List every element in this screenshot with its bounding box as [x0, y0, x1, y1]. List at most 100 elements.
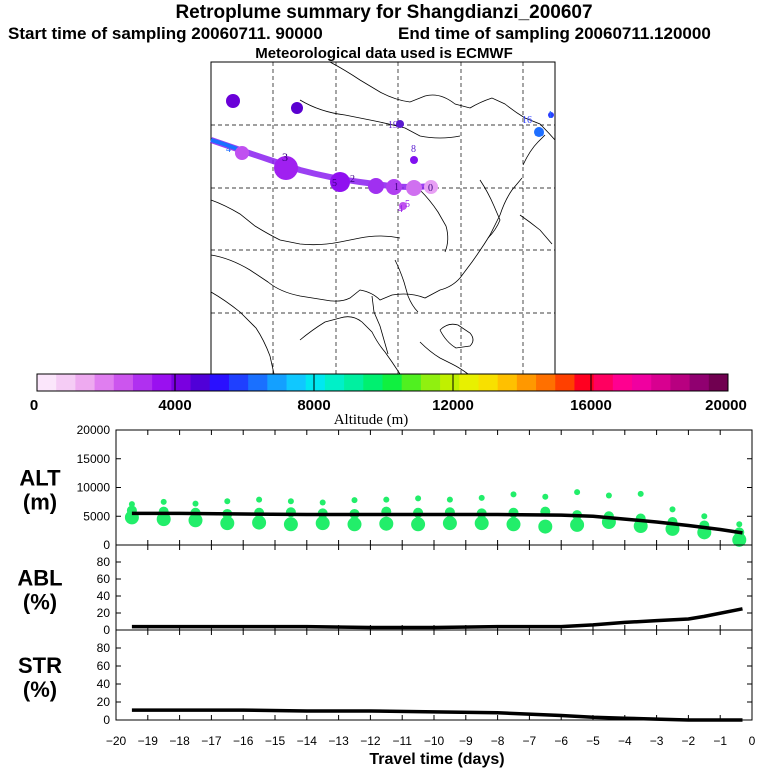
data-point: [442, 516, 457, 531]
panel-abl: 0 20 40 60 80 ABL(%): [17, 544, 753, 637]
colorbar-swatch: [651, 374, 671, 391]
panel-str: 0 20 40 60 80 STR(%): [18, 629, 753, 727]
data-point: [287, 498, 294, 505]
mean-line: [131, 511, 743, 535]
x-tick-label: −12: [360, 734, 381, 748]
data-point: [538, 519, 553, 534]
x-tick-label: −16: [233, 734, 254, 748]
panel-frame: [115, 429, 753, 546]
colorbar-swatch: [75, 374, 96, 391]
x-tick-label: −20: [106, 734, 127, 748]
panel-frame: [115, 629, 753, 721]
x-tick-label: −15: [265, 734, 286, 748]
map-label: 5: [332, 178, 337, 189]
y-axis-unit: (m): [23, 490, 57, 515]
colorbar-swatch: [152, 374, 172, 391]
colorbar-swatch: [382, 374, 403, 391]
mean-line: [131, 708, 743, 722]
panel-frame: [115, 544, 753, 631]
colorbar-swatch: [344, 374, 364, 391]
data-point: [379, 516, 394, 531]
x-tick-label: −14: [297, 734, 318, 748]
map-label: 2: [350, 174, 355, 185]
y-tick-label: 40: [97, 589, 111, 603]
x-axis-label: Travel time (days): [369, 751, 504, 768]
data-point: [283, 517, 298, 532]
colorbar-tick: 4000: [158, 397, 191, 414]
colorbar-swatch: [56, 374, 76, 391]
data-point: [637, 490, 644, 497]
met-data-label: Meteorological data used is ECMWF: [255, 45, 513, 62]
colorbar-swatch: [516, 374, 537, 391]
y-tick-label: 0: [103, 713, 110, 727]
x-tick-label: −17: [201, 734, 222, 748]
chart-title: Retroplume summary for Shangdianzi_20060…: [175, 2, 593, 23]
data-point: [224, 498, 231, 505]
data-point: [252, 515, 267, 530]
data-point: [510, 491, 517, 498]
data-point: [732, 532, 747, 547]
colorbar-tick: 0: [30, 397, 38, 414]
colorbar-swatch: [363, 374, 383, 391]
trajectory-map: 1 16 16 19 8 3 4 5 2 1 0 4 5: [210, 61, 556, 375]
data-point: [542, 493, 549, 500]
data-point: [192, 500, 199, 507]
cluster-marker: [330, 172, 350, 192]
y-tick-label: 80: [97, 641, 111, 655]
colorbar-swatch: [324, 374, 345, 391]
colorbar-swatch: [555, 374, 575, 391]
altitude-colorbar: [36, 373, 729, 392]
colorbar-swatch: [420, 374, 441, 391]
data-point: [315, 516, 330, 531]
colorbar-swatch: [94, 374, 115, 391]
x-tick-label: −6: [554, 734, 568, 748]
colorbar-swatch: [248, 374, 268, 391]
data-point: [669, 506, 676, 513]
colorbar-swatch: [536, 374, 556, 391]
cluster-marker: [534, 127, 544, 137]
x-tick-label: −1: [713, 734, 727, 748]
cluster-marker: [235, 146, 249, 160]
colorbar-swatch: [478, 374, 499, 391]
data-point: [319, 499, 326, 506]
colorbar-swatch: [708, 374, 729, 391]
colorbar-frame: [36, 373, 729, 392]
x-tick-label: −9: [459, 734, 473, 748]
y-tick-label: 60: [97, 572, 111, 586]
colorbar-swatch: [228, 374, 249, 391]
cluster-marker: [368, 178, 384, 194]
data-point: [347, 517, 362, 532]
data-point: [605, 492, 612, 499]
y-tick-label: 0: [103, 538, 110, 552]
x-tick-label: 0: [749, 734, 756, 748]
x-axis: −20 −19 −18 −17 −16 −15 −14 −13 −12 −11 −10 −9 −8 −7−…: [106, 734, 756, 748]
coastlines: [210, 61, 556, 375]
map-label: 16: [522, 115, 532, 126]
data-point: [574, 489, 581, 496]
colorbar-swatch: [267, 374, 288, 391]
y-tick-label: 60: [97, 659, 111, 673]
colorbar-swatch: [574, 374, 595, 391]
cluster-marker: [410, 156, 418, 164]
colorbar-swatch: [440, 374, 460, 391]
panels: 05000100001500020000ALT(m)020406080ABL(%…: [17, 423, 753, 727]
colorbar-ticks: 0 4000 8000 12000 16000 20000: [30, 397, 747, 414]
data-point: [446, 496, 453, 503]
data-point: [220, 516, 235, 531]
colorbar-swatch: [632, 374, 652, 391]
data-point: [474, 516, 489, 531]
colorbar-swatch: [286, 374, 307, 391]
data-point: [188, 513, 203, 528]
y-axis-title: ABL: [17, 566, 62, 591]
y-tick-label: 80: [97, 555, 111, 569]
colorbar-swatch: [593, 374, 614, 391]
data-point: [256, 496, 263, 503]
cluster-marker: [274, 156, 298, 180]
map-label: 1: [394, 182, 399, 193]
mean-line: [131, 607, 743, 630]
y-tick-label: 40: [97, 677, 111, 691]
x-tick-label: −19: [138, 734, 159, 748]
x-tick-label: −10: [424, 734, 445, 748]
data-point: [415, 495, 422, 502]
colorbar-swatch: [132, 374, 153, 391]
